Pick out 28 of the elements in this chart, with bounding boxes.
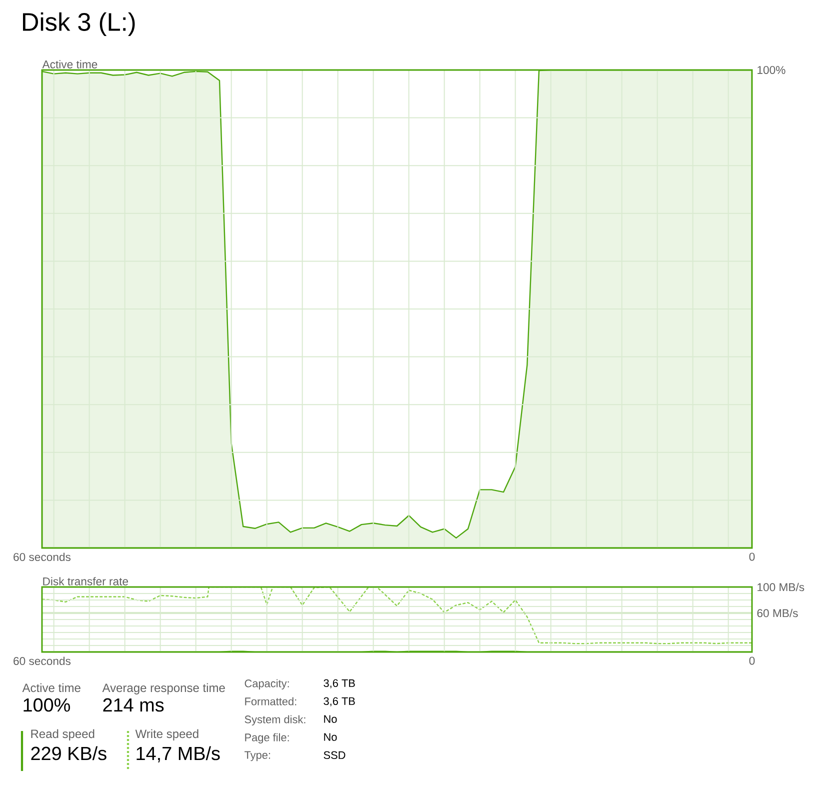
text: Average response time [102,683,225,694]
text: System disk: [244,715,306,726]
chart-title: Disk 3 (L:) [22,12,135,36]
x-tick-label: 0 [749,552,755,561]
text: 3,6 TB [324,679,355,688]
text: SSD [324,751,346,760]
y-tick-label: 100% [758,66,786,74]
y-tick-label: 100 MB/s [758,582,804,592]
text: 3,6 TB [324,697,355,706]
text: 100% [24,698,70,712]
text: 14,7 MB/s [136,746,220,762]
text: No [324,733,337,741]
text: Active time [22,683,80,692]
text: Write speed [135,729,198,740]
x-tick-label: 0 [749,656,755,665]
text: Formatted: [245,697,296,706]
text: Capacity: [244,679,289,690]
text: 229 KB/s [31,746,106,760]
text: Page file: [245,733,289,744]
text: 214 ms [103,698,164,712]
text: Read speed [31,729,94,740]
text: Type: [244,751,270,762]
y-axis-title: Disk transfer rate [43,577,128,586]
x-tick-label: 60 seconds [14,552,71,562]
y-tick-label: 60 MB/s [757,608,798,618]
y-axis-title: Active time [42,60,98,68]
text: No [324,715,337,723]
x-tick-label: 60 seconds [14,656,71,666]
